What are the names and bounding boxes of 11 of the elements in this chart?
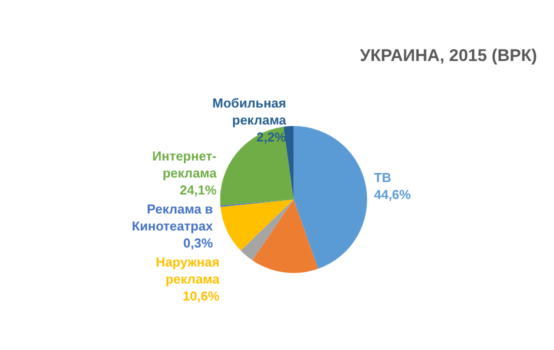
slice-label: Реклама в Кинотеатрах bbox=[132, 202, 214, 234]
data-label: 24,1% bbox=[180, 182, 218, 198]
data-label: 10,6% bbox=[182, 288, 220, 304]
slice-label: Мобильная реклама bbox=[212, 96, 287, 128]
data-label: 2,2% bbox=[256, 130, 287, 145]
data-label: 44,6% bbox=[374, 187, 412, 202]
slice-label: Наружная реклама bbox=[156, 254, 220, 287]
text: УКРАИНА, 2015 (ВРК) bbox=[360, 46, 538, 65]
data-label: 0,3% bbox=[183, 236, 214, 251]
slice-label: ТВ bbox=[374, 170, 392, 186]
slice-label: Интернет-реклама bbox=[152, 148, 218, 181]
